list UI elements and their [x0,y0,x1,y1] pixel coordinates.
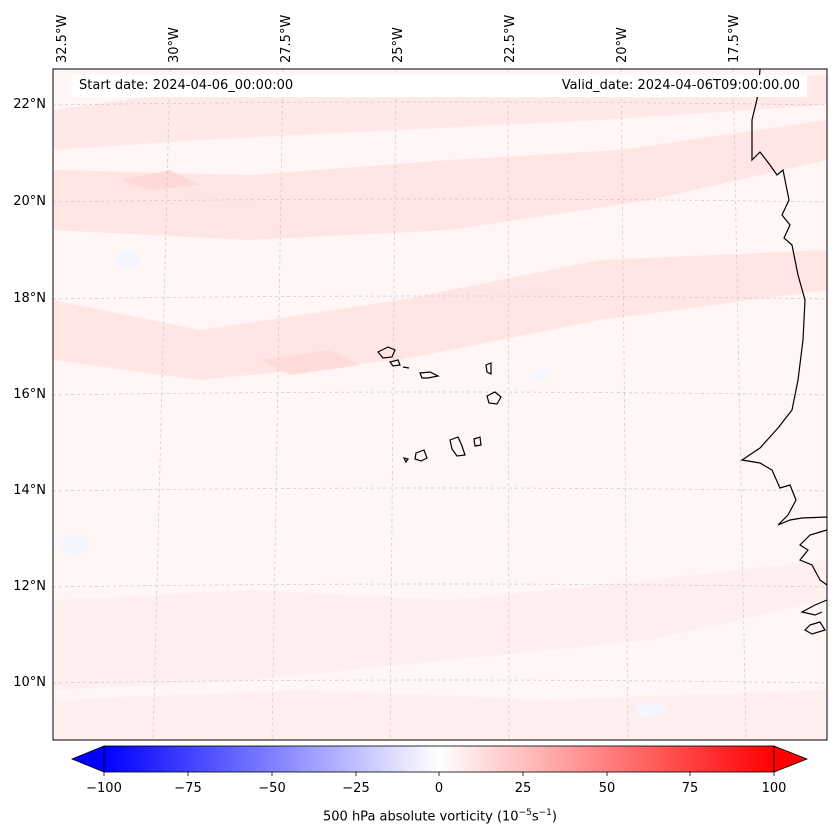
colorbar [70,745,809,776]
colorbar-ticks [103,772,775,776]
lon-label-30w: 30°W [167,27,182,63]
colorbar-min-extend [70,745,105,773]
lon-label-32-5w: 32.5°W [55,14,70,63]
lat-label-22n: 22°N [13,97,46,112]
lat-label-10n: 10°N [13,675,46,690]
lat-label-12n: 12°N [13,579,46,594]
colorbar-tick-label: −100 [86,781,122,796]
graticule [52,68,828,741]
lon-label-27-5w: 27.5°W [279,14,294,63]
lat-label-14n: 14°N [13,483,46,498]
lon-label-22-5w: 22.5°W [503,14,518,63]
colorbar-tick-label: 100 [761,781,787,796]
date-banner: Start date: 2024-04-06_00:00:00 Valid_da… [72,75,807,97]
colorbar-tick-label: −50 [258,781,286,796]
start-date: Start date: 2024-04-06_00:00:00 [79,78,294,93]
cape-verde-islands [377,346,502,464]
lat-label-20n: 20°N [13,194,46,209]
colorbar-label: 500 hPa absolute vorticity (10−5s−1) [323,808,557,825]
map-frame [52,68,828,741]
colorbar-gradient [103,745,775,773]
valid-date: Valid_date: 2024-04-06T09:00:00.00 [561,78,800,93]
colorbar-tick-label: −25 [342,781,370,796]
vorticity-field [53,75,827,740]
colorbar-tick-label: 50 [598,781,616,796]
lon-label-25w: 25°W [391,27,406,63]
lat-label-16n: 16°N [13,387,46,402]
colorbar-max-extend [773,745,809,773]
lon-label-17-5w: 17.5°W [727,14,742,63]
colorbar-tick-label: 0 [434,781,444,796]
colorbar-tick-label: 25 [514,781,532,796]
lat-label-18n: 18°N [13,291,46,306]
colorbar-tick-label: 75 [681,781,699,796]
colorbar-tick-label: −75 [174,781,202,796]
africa-coastline [740,68,828,635]
lon-label-20w: 20°W [615,27,630,63]
